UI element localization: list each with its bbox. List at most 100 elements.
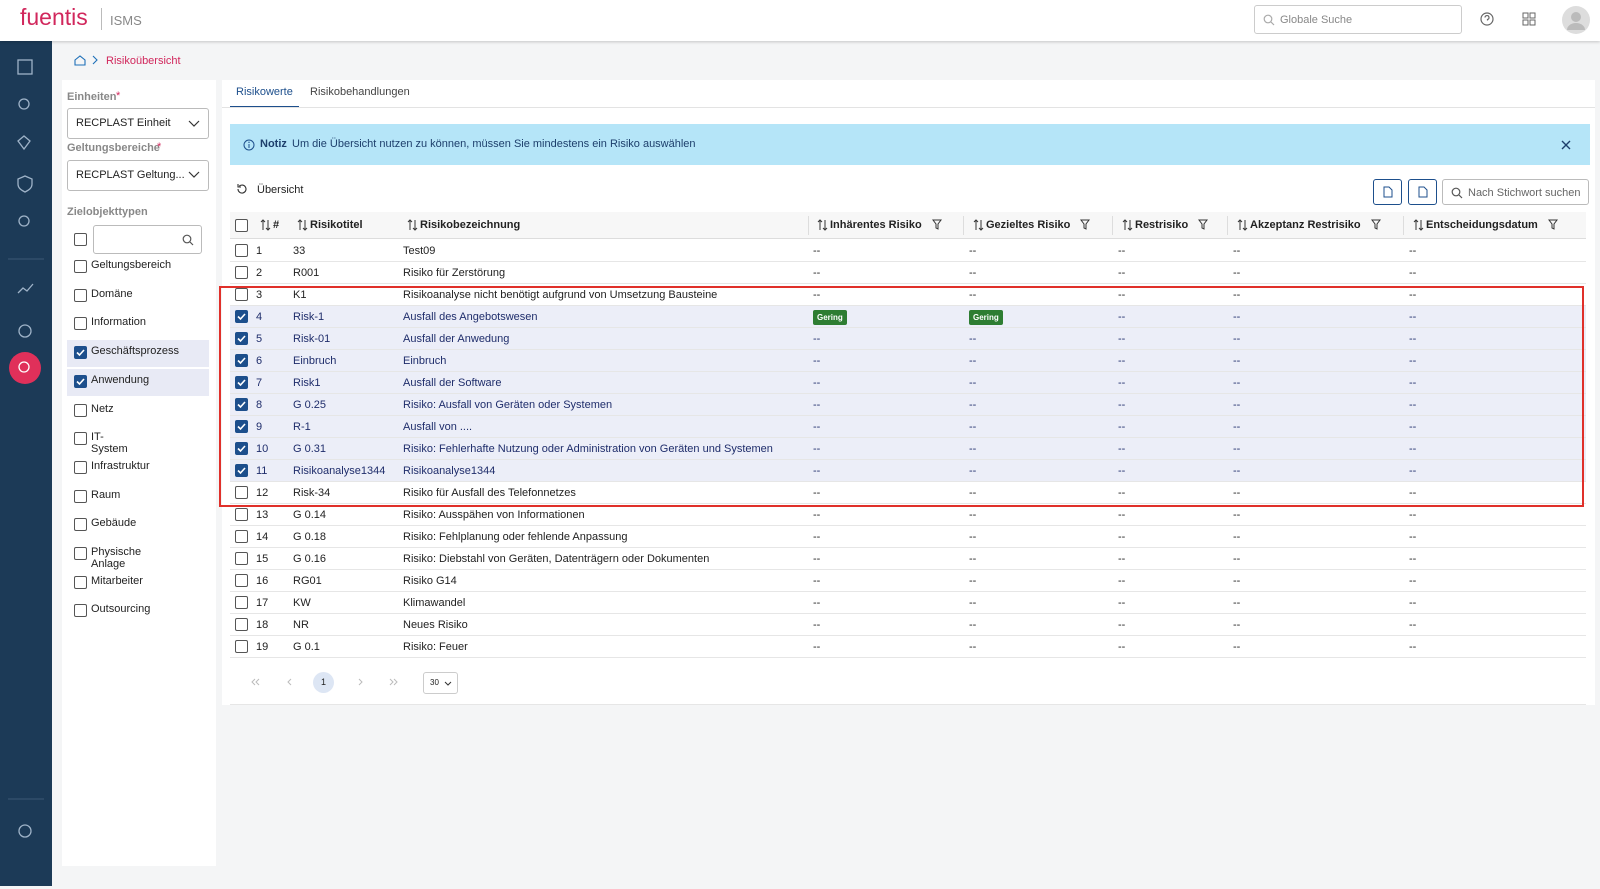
global-search[interactable]: Globale Suche: [1254, 5, 1462, 34]
checkbox[interactable]: [74, 460, 87, 474]
type-search[interactable]: [93, 225, 202, 254]
checkbox[interactable]: [235, 376, 248, 389]
avatar[interactable]: [1561, 5, 1591, 35]
checkbox[interactable]: [74, 403, 87, 417]
filter[interactable]: [1370, 219, 1381, 233]
table-row[interactable]: 11 Risikoanalyse1344 Risikoanalyse1344 -- --…: [230, 460, 1586, 482]
checkbox[interactable]: [235, 596, 248, 609]
table-row[interactable]: 8 G 0.25 Risiko: Ausfall von Geräten oder …: [230, 394, 1586, 416]
table-row[interactable]: 14 G 0.18 Risiko: Fehlplanung oder fehlend…: [230, 526, 1586, 548]
column-label[interactable]: #: [273, 219, 280, 231]
table-row[interactable]: 3 K1 Risikoanalyse nicht benötigt aufgrund…: [230, 284, 1586, 306]
table-row[interactable]: 4 Risk-1 Ausfall des Angebotswesen Gering Ge…: [230, 306, 1586, 328]
table-row[interactable]: 16 RG01 Risiko G14 -- -- -- -- --: [230, 570, 1586, 592]
checkbox[interactable]: [235, 310, 248, 323]
sort-icon[interactable]: [407, 219, 418, 231]
column-label[interactable]: Entscheidungsdatum: [1426, 219, 1538, 231]
filter[interactable]: [931, 219, 942, 233]
tab[interactable]: Risikobehandlungen: [310, 86, 410, 98]
nav-icon[interactable]: [17, 175, 33, 193]
checkbox[interactable]: [74, 547, 87, 560]
sort-icon[interactable]: [1413, 219, 1424, 231]
page-nav[interactable]: [355, 677, 365, 690]
checkbox[interactable]: [235, 464, 248, 477]
checkbox[interactable]: [235, 332, 248, 345]
table-search[interactable]: Nach Stichwort suchen: [1442, 179, 1589, 205]
dashboard-icon[interactable]: [17, 59, 33, 75]
close-icon[interactable]: [1561, 140, 1571, 150]
table-row[interactable]: 7 Risk1 Ausfall der Software -- -- -- -- --: [230, 372, 1586, 394]
filter[interactable]: [1080, 219, 1091, 233]
checkbox[interactable]: [235, 574, 248, 587]
page-size-select[interactable]: 30: [423, 672, 458, 694]
column-label[interactable]: Inhärentes Risiko: [830, 219, 922, 231]
table-row[interactable]: 17 KW Klimawandel -- -- -- -- --: [230, 592, 1586, 614]
export-doc-button[interactable]: [1408, 179, 1437, 205]
checkbox[interactable]: [235, 398, 248, 411]
page-nav[interactable]: [285, 677, 295, 690]
sort-icon[interactable]: [973, 219, 984, 231]
checkbox[interactable]: [235, 219, 248, 232]
table-row[interactable]: 13 G 0.14 Risiko: Ausspähen von Informatio…: [230, 504, 1586, 526]
unit-select[interactable]: RECPLAST Einheit: [67, 108, 209, 139]
sort-icon[interactable]: [297, 219, 308, 231]
checkbox[interactable]: [235, 640, 248, 653]
column-label[interactable]: Gezieltes Risiko: [986, 219, 1071, 231]
checkbox[interactable]: [74, 575, 87, 589]
filter-icon[interactable]: [1370, 219, 1381, 230]
scope-select[interactable]: RECPLAST Geltung...: [67, 160, 209, 191]
table-row[interactable]: 2 R001 Risiko für Zerstörung -- -- -- -- --: [230, 262, 1586, 284]
checkbox[interactable]: [74, 489, 87, 503]
table-row[interactable]: 18 NR Neues Risiko -- -- -- -- --: [230, 614, 1586, 636]
filter[interactable]: [1198, 219, 1209, 233]
checkbox[interactable]: [235, 618, 248, 631]
checkbox[interactable]: [235, 530, 248, 543]
filter[interactable]: [1547, 219, 1558, 233]
checkbox[interactable]: [235, 244, 248, 257]
sort-icon[interactable]: [260, 219, 271, 231]
filter-icon[interactable]: [931, 219, 942, 230]
checkbox[interactable]: [235, 508, 248, 521]
checkbox[interactable]: [235, 420, 248, 433]
checkbox[interactable]: [74, 317, 87, 331]
checkbox[interactable]: [235, 552, 248, 565]
checkbox[interactable]: [235, 486, 248, 499]
table-row[interactable]: 9 R-1 Ausfall von .... -- -- -- -- --: [230, 416, 1586, 438]
nav-icon[interactable]: [17, 283, 34, 294]
checkbox[interactable]: [74, 374, 87, 388]
select-all-checkbox[interactable]: [74, 233, 87, 246]
breadcrumb-current[interactable]: Risikoübersicht: [106, 55, 181, 67]
table-row[interactable]: 6 Einbruch Einbruch -- -- -- -- --: [230, 350, 1586, 372]
filter-icon[interactable]: [1198, 219, 1209, 230]
column-label[interactable]: Risikotitel: [310, 219, 363, 231]
checkbox[interactable]: [235, 266, 248, 279]
checkbox[interactable]: [235, 288, 248, 301]
nav-icon[interactable]: [17, 135, 31, 151]
sort-icon[interactable]: [1122, 219, 1133, 231]
checkbox[interactable]: [74, 518, 87, 532]
checkbox[interactable]: [74, 260, 87, 273]
checkbox[interactable]: [74, 288, 87, 302]
checkbox[interactable]: [74, 346, 87, 360]
current-page[interactable]: 1: [313, 672, 334, 693]
table-row[interactable]: 1 33 Test09 -- -- -- -- --: [230, 240, 1586, 262]
checkbox[interactable]: [235, 354, 248, 367]
filter-icon[interactable]: [1547, 219, 1558, 230]
checkbox[interactable]: [74, 432, 87, 446]
overview-button[interactable]: Übersicht: [257, 184, 304, 196]
page-nav[interactable]: [389, 677, 399, 690]
active-nav[interactable]: [9, 352, 41, 384]
settings-icon[interactable]: [18, 824, 32, 838]
table-row[interactable]: 19 G 0.1 Risiko: Feuer -- -- -- -- --: [230, 636, 1586, 658]
logo[interactable]: fuentis: [20, 4, 88, 30]
checkbox[interactable]: [74, 604, 87, 618]
table-row[interactable]: 10 G 0.31 Risiko: Fehlerhafte Nutzung oder…: [230, 438, 1586, 460]
column-label[interactable]: Akzeptanz Restrisiko: [1250, 219, 1361, 231]
sort-icon[interactable]: [817, 219, 828, 231]
sort-icon[interactable]: [1237, 219, 1248, 231]
checkbox[interactable]: [235, 442, 248, 455]
table-row[interactable]: 5 Risk-01 Ausfall der Anwedung -- -- -- -- --: [230, 328, 1586, 350]
table-row[interactable]: 15 G 0.16 Risiko: Diebstahl von Geräten, D…: [230, 548, 1586, 570]
column-label[interactable]: Risikobezeichnung: [420, 219, 521, 231]
tab[interactable]: Risikowerte: [230, 86, 299, 108]
